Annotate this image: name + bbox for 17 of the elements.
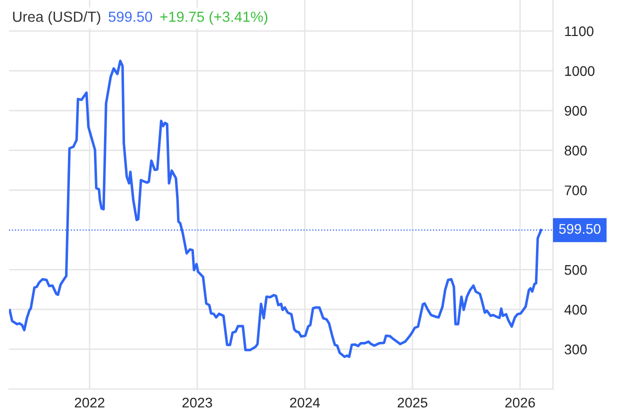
- y-tick-label: 300: [564, 344, 587, 354]
- annotation: 599.50: [108, 12, 152, 22]
- ref-line-label: 599.50: [559, 224, 600, 234]
- y-tick-label: 1000: [565, 66, 594, 76]
- y-tick-label: 1100: [565, 26, 594, 36]
- x-tick-label: 2026: [505, 398, 535, 408]
- annotation: +19.75 (+3.41%): [160, 11, 268, 25]
- y-tick-label: 800: [564, 146, 587, 156]
- y-tick-label: 500: [564, 265, 587, 275]
- x-tick-label: 2023: [182, 398, 212, 408]
- y-tick-label: 700: [564, 185, 587, 196]
- text: Urea (USD/T): [13, 11, 100, 25]
- y-tick-label: 900: [564, 106, 587, 116]
- y-tick-label: 400: [564, 304, 587, 315]
- x-tick-label: 2022: [74, 398, 104, 408]
- x-tick-label: 2024: [290, 398, 320, 408]
- x-tick-label: 2025: [398, 398, 428, 408]
